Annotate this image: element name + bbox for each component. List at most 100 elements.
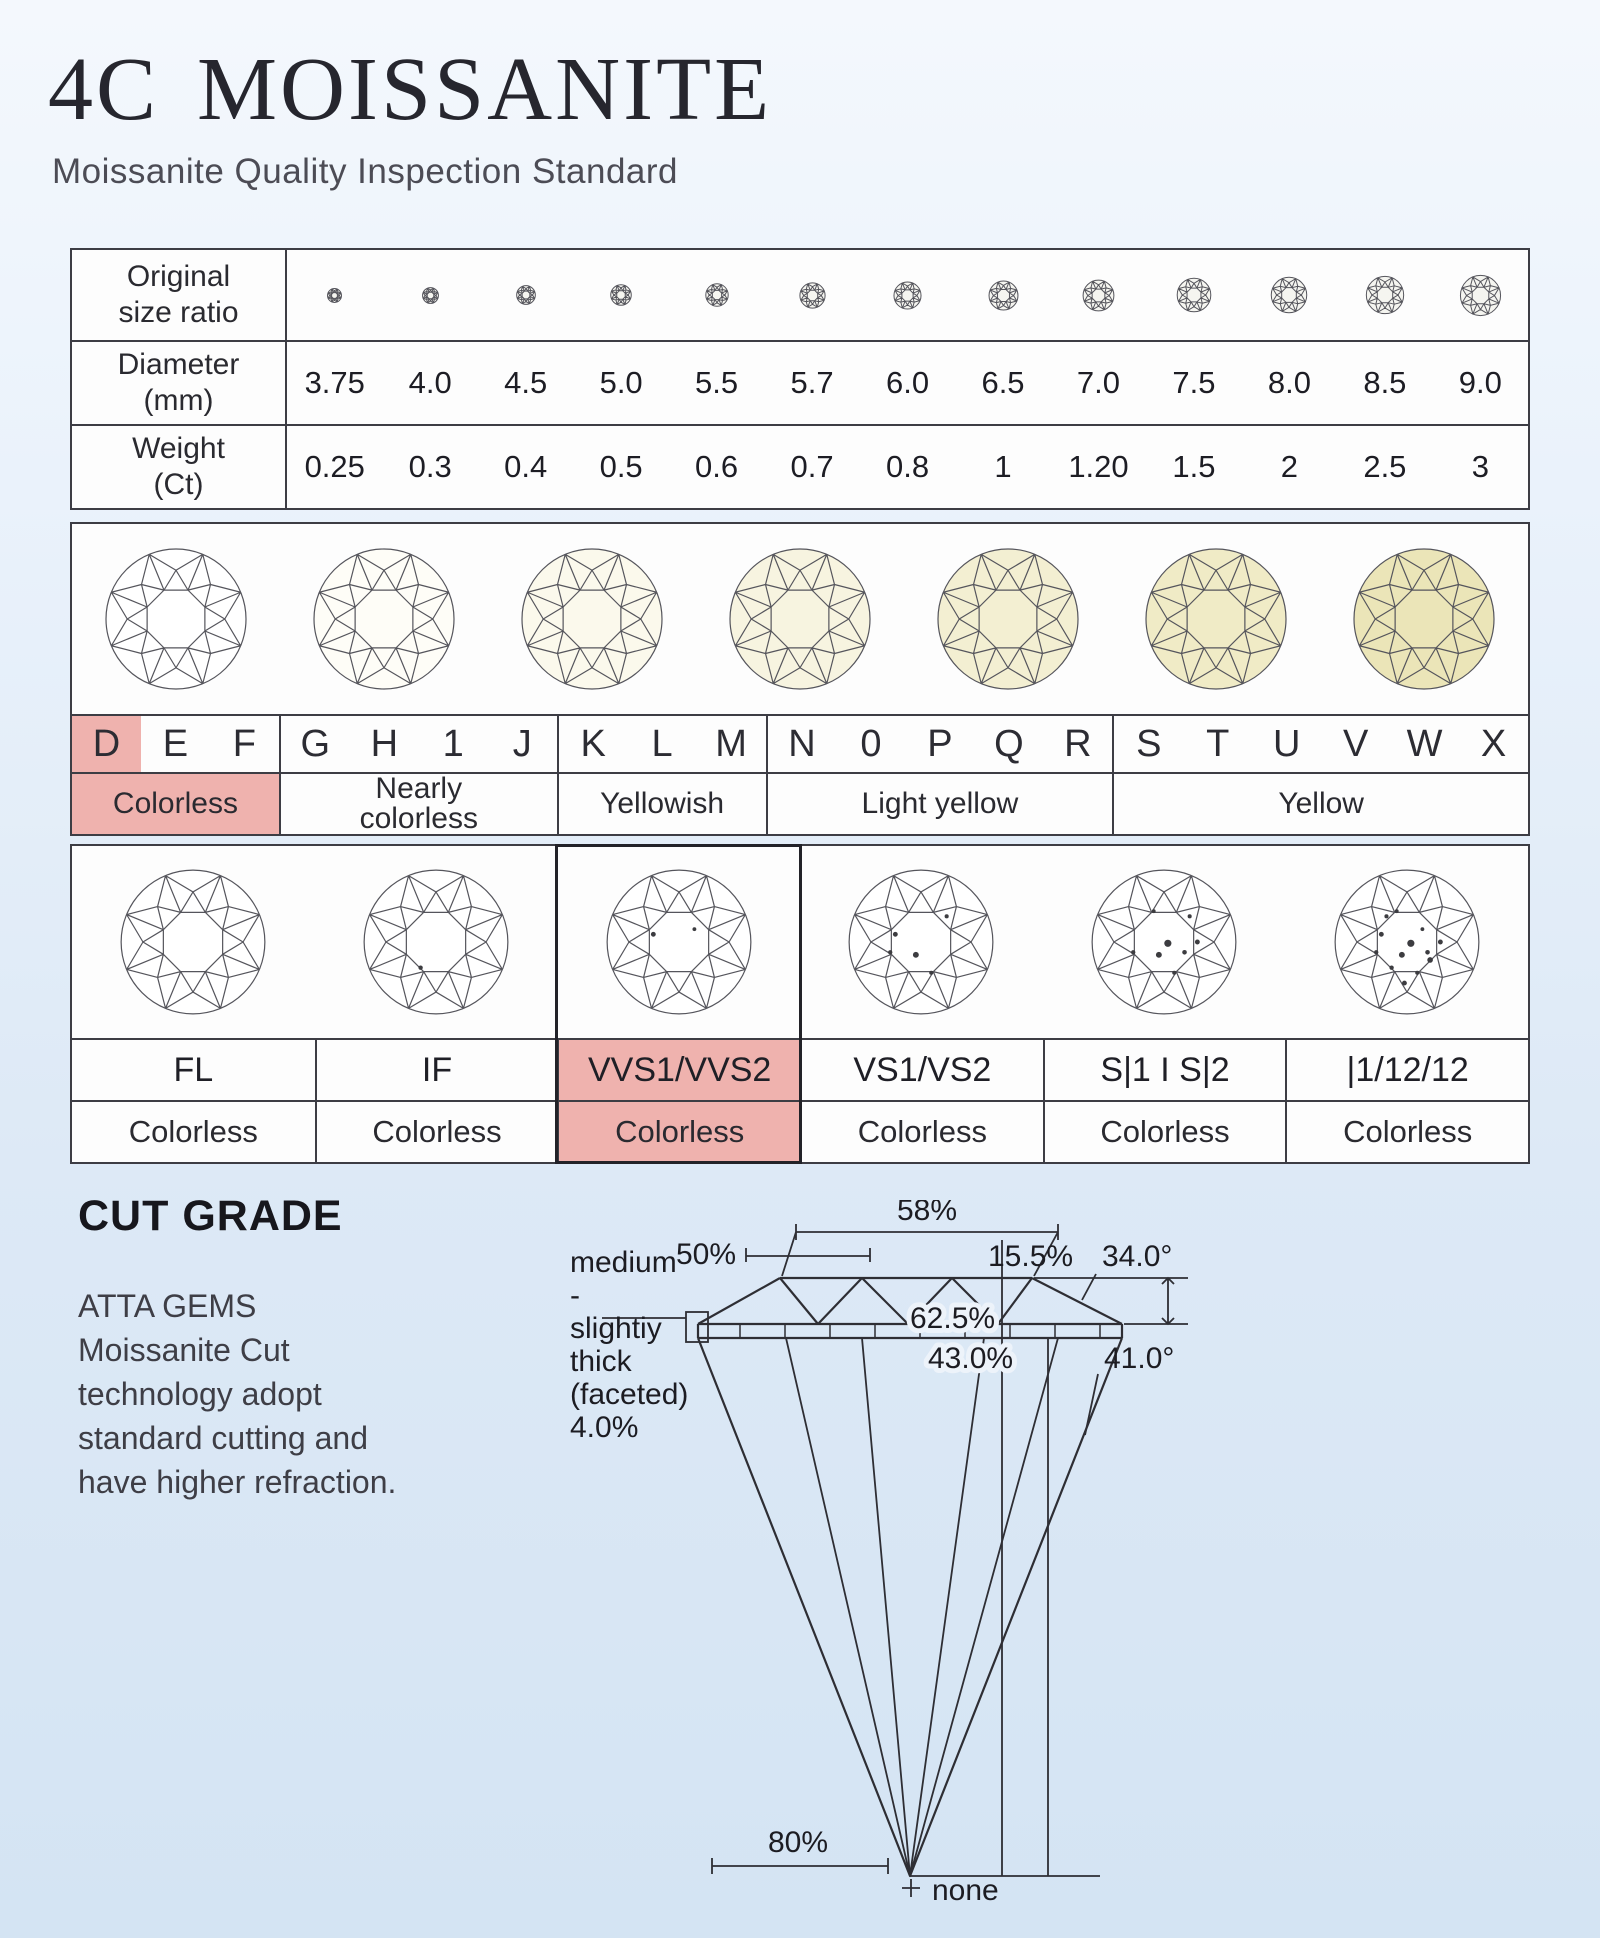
- clarity-purity-label: Colorless: [800, 1100, 1043, 1162]
- page-subtitle: Moissanite Quality Inspection Standard: [52, 152, 678, 191]
- color-group-row: Colorless Nearly colorless Yellowish Light y…: [72, 772, 1528, 834]
- gem-top-view-icon: [1334, 869, 1480, 1015]
- weight-value: 2.5: [1363, 449, 1407, 484]
- weight-label: Weight (Ct): [72, 426, 287, 508]
- weight-row: Weight (Ct) 0.25 0.3 0.4 0.5 0.6 0.7 0.8 1 1.20 1…: [72, 424, 1528, 508]
- girdle-text-line: thick: [570, 1345, 633, 1378]
- inclusion-dot: [418, 965, 423, 970]
- inclusion-dot: [1164, 939, 1172, 947]
- inclusion-dot: [1437, 939, 1443, 945]
- size-ratio-gems: [287, 250, 1528, 340]
- gem-size-icon: [1433, 274, 1528, 317]
- color-letter-1: 1: [442, 722, 464, 765]
- gem-top-view-icon: [1365, 275, 1405, 315]
- gem-top-view-icon: [729, 548, 871, 690]
- color-group-label-line: Yellow: [1278, 787, 1364, 820]
- clarity-grade-label: VS1/VS2: [800, 1038, 1043, 1100]
- title-prefix: 4C: [48, 40, 160, 139]
- gem-top-view-icon: [1082, 279, 1115, 311]
- cut-description-line: have higher refraction.: [78, 1464, 397, 1500]
- diameter-value: 3.75: [304, 365, 365, 400]
- gem-top-view-icon: [421, 286, 439, 304]
- cut-description-line: Moissanite Cut: [78, 1332, 290, 1368]
- gem-size-icon: [1051, 279, 1146, 312]
- clarity-column: VVS1/VVS2 Colorless: [555, 844, 803, 1164]
- diagram-labels: 50% 58% 15.5% 34.0° 62.5% 43.0% 41.0° 80…: [570, 1194, 1174, 1907]
- color-group-label-line: Light yellow: [861, 787, 1019, 820]
- girdle-text-line: (faceted): [570, 1378, 688, 1411]
- size-ratio-row: Original size ratio: [72, 250, 1528, 340]
- girdle-marker-box: [685, 1311, 709, 1343]
- label-pavilion-pct: 43.0%: [928, 1342, 1013, 1375]
- clarity-grade-label: IF: [314, 1038, 558, 1100]
- inclusion-dot: [1384, 914, 1389, 919]
- color-letter-X: X: [1480, 722, 1507, 765]
- inclusion-dot: [1378, 931, 1384, 937]
- inclusion-dot: [1194, 939, 1200, 945]
- gem-top-view-icon: [1145, 548, 1287, 690]
- label-line: Diameter: [117, 348, 240, 381]
- gem-top-view-icon: [327, 287, 343, 303]
- gem-top-view-icon: [1091, 869, 1237, 1015]
- inclusion-dot: [1182, 949, 1187, 955]
- dimension-lines: [602, 1224, 1188, 1897]
- diameter-value: 7.0: [1076, 365, 1121, 400]
- color-grade-gem: [904, 544, 1112, 694]
- color-letter-0: 0: [860, 722, 882, 765]
- weight-value: 1.20: [1068, 449, 1129, 484]
- inclusion-dot: [1187, 914, 1192, 919]
- cut-description-line: standard cutting and: [78, 1420, 368, 1456]
- color-letter-T: T: [1206, 722, 1230, 765]
- gem-top-view-icon: [704, 283, 729, 307]
- gem-top-view-icon: [521, 548, 663, 690]
- inclusion-dot: [913, 951, 920, 958]
- inclusion-dot: [1424, 949, 1430, 955]
- diameter-value: 8.5: [1363, 365, 1407, 400]
- gem-top-view-icon: [515, 285, 536, 305]
- color-grade-gem: [1112, 544, 1320, 694]
- page-title: 4C MOISSANITE: [48, 38, 772, 141]
- girdle-text-line: -: [570, 1279, 580, 1312]
- weight-value: 0.3: [408, 449, 452, 484]
- inclusion-dot: [893, 931, 899, 937]
- clarity-column: VS1/VS2 Colorless: [800, 846, 1043, 1162]
- label-line: (mm): [143, 384, 214, 417]
- label-crown-pct: 15.5%: [988, 1240, 1073, 1273]
- clarity-purity-label: Colorless: [1042, 1100, 1286, 1162]
- color-group-colorless: Colorless: [72, 774, 279, 834]
- girdle-text-line: slightiy: [570, 1312, 662, 1345]
- weight-value: 1: [994, 449, 1012, 484]
- color-group-light yellow: Light yellow: [765, 774, 1113, 834]
- color-group-nearly-colorless: Nearly colorless: [278, 772, 557, 834]
- weight-value: 2: [1280, 449, 1299, 484]
- color-group-label-line: Nearly: [375, 772, 463, 805]
- label-star-pct: 50%: [676, 1238, 736, 1271]
- diameter-values: 3.75 4.0 4.5 5.0 5.5 5.7 6.0 6.5 7.0 7.5 8.0 8.5 9.0: [287, 342, 1528, 424]
- diameter-value: 8.0: [1267, 365, 1311, 400]
- gem-size-icon: [382, 286, 477, 304]
- label-line: Weight: [132, 432, 225, 465]
- diameter-label: Diameter (mm): [72, 342, 287, 424]
- clarity-gem: [800, 846, 1043, 1038]
- label-table-pct: 58%: [897, 1200, 957, 1227]
- diameter-value: 5.7: [790, 365, 834, 400]
- gem-size-icon: [764, 281, 859, 309]
- gem-top-view-icon: [937, 548, 1079, 690]
- label-line: Original: [126, 260, 231, 293]
- color-letter-N: N: [765, 716, 837, 772]
- gem-top-view-icon: [1353, 548, 1495, 690]
- color-letter-V: V: [1342, 722, 1369, 765]
- clarity-column: S|1 I S|2 Colorless: [1042, 846, 1286, 1162]
- color-grade-gem: [280, 544, 488, 694]
- clarity-gem: [315, 846, 558, 1038]
- label-girdle-text: medium - slightiy thick (faceted) 4.0%: [570, 1246, 688, 1444]
- size-ratio-label: Original size ratio: [72, 250, 287, 340]
- color-grade-gem: [488, 544, 696, 694]
- gem-top-view-icon: [1459, 274, 1501, 316]
- clarity-purity-label: Colorless: [1285, 1100, 1529, 1162]
- inclusion-dot: [1398, 951, 1405, 958]
- diameter-value: 9.0: [1458, 365, 1502, 400]
- clarity-grade-label: |1/12/12: [1285, 1038, 1529, 1100]
